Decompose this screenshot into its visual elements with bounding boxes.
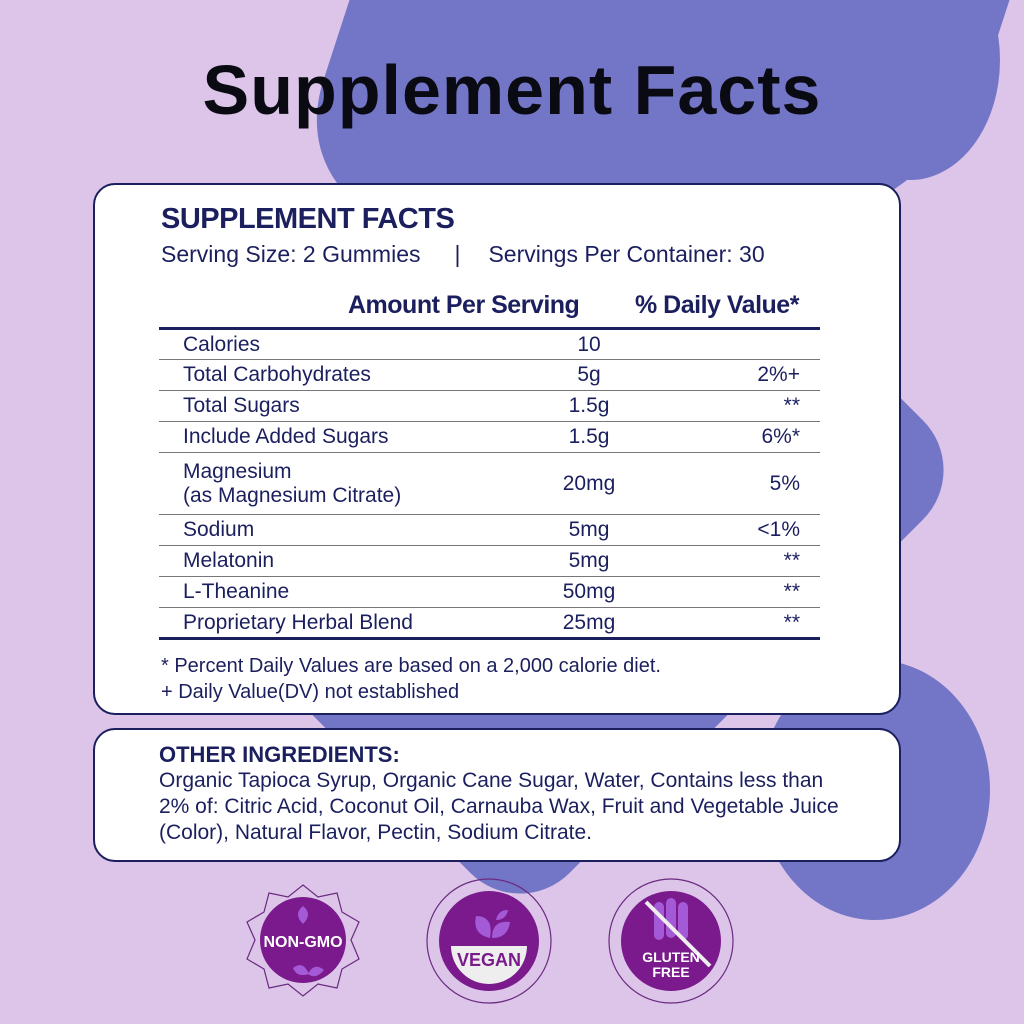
- table-row: Sodium 5mg <1%: [159, 514, 820, 546]
- vegan-badge: VEGAN: [426, 878, 552, 1004]
- nutrient-sub: (as Magnesium Citrate): [183, 483, 402, 507]
- table-row: Calories 10: [159, 328, 820, 360]
- non-gmo-badge: NON-GMO: [246, 884, 360, 997]
- serving-info: Serving Size: 2 Gummies | Servings Per C…: [161, 241, 765, 268]
- badge-label: NON-GMO: [263, 934, 342, 951]
- nutrient-name: Proprietary Herbal Blend: [159, 608, 499, 639]
- amount: 10: [499, 328, 679, 360]
- other-ingredients-heading: OTHER INGREDIENTS:: [159, 742, 400, 767]
- amount: 5g: [499, 359, 679, 391]
- daily-value: [679, 328, 820, 360]
- daily-value: 5%: [679, 452, 820, 515]
- footnote: * Percent Daily Values are based on a 2,…: [161, 655, 661, 677]
- leaf-icon: [475, 910, 510, 938]
- nutrient-label: Magnesium: [183, 459, 292, 483]
- amount: 5mg: [499, 545, 679, 577]
- table-row: Total Carbohydrates 5g 2%+: [159, 359, 820, 391]
- nutrient-name: L-Theanine: [159, 576, 499, 608]
- wheat-crossed-icon: [654, 898, 688, 940]
- nutrient-label: Total Sugars: [183, 394, 300, 417]
- badge-label: GLUTEN: [642, 949, 700, 965]
- facts-table: Calories 10 Total Carbohydrates 5g 2%+ Total …: [159, 327, 820, 640]
- leaf-icon: [293, 965, 324, 977]
- table-row: Proprietary Herbal Blend 25mg **: [159, 608, 820, 639]
- supplement-facts-panel: SUPPLEMENT FACTS Serving Size: 2 Gummies…: [93, 183, 901, 715]
- nutrient-label: Proprietary Herbal Blend: [183, 610, 413, 634]
- nutrient-name: Magnesium (as Magnesium Citrate): [159, 452, 499, 515]
- amount: 50mg: [499, 576, 679, 608]
- amount: 20mg: [499, 452, 679, 515]
- serving-size: Serving Size: 2 Gummies: [161, 241, 421, 267]
- table-row: L-Theanine 50mg **: [159, 576, 820, 608]
- table-row: Include Added Sugars 1.5g 6%*: [159, 421, 820, 453]
- badge-star-outline: [246, 884, 360, 997]
- nutrient-label: Calories: [183, 332, 261, 356]
- page-title: Supplement Facts: [202, 51, 822, 129]
- other-ingredients-panel: OTHER INGREDIENTS: Organic Tapioca Syrup…: [93, 728, 901, 862]
- separator: |: [454, 241, 461, 267]
- nutrient-name: Total Sugars: [159, 390, 499, 422]
- amount: 25mg: [562, 610, 616, 634]
- badge-label: FREE: [652, 964, 689, 980]
- nutrient-name: Sodium: [159, 514, 499, 546]
- table-row: Magnesium (as Magnesium Citrate) 20mg 5%: [159, 452, 820, 515]
- nutrient-name: Calories: [159, 328, 499, 360]
- daily-value: 2%+: [679, 359, 820, 391]
- panel-heading: SUPPLEMENT FACTS: [161, 203, 455, 235]
- table-row: Total Sugars 1.5g **: [159, 390, 820, 422]
- amount: 5mg: [499, 514, 679, 546]
- daily-value: **: [679, 545, 820, 577]
- daily-value: **: [783, 610, 800, 634]
- nutrient-label: Include Added Sugars: [183, 425, 389, 448]
- amount: 1.5g: [499, 421, 679, 453]
- col-dv-header: % Daily Value*: [635, 291, 799, 319]
- other-ingredients-text: Organic Tapioca Syrup, Organic Cane Suga…: [159, 769, 839, 844]
- nutrient-label: Total Carbohydrates: [183, 363, 371, 386]
- col-amount-header: Amount Per Serving: [348, 291, 580, 319]
- daily-value: <1%: [679, 514, 820, 546]
- nutrient-label: L-Theanine: [183, 580, 290, 603]
- table-row: Melatonin 5mg **: [159, 545, 820, 577]
- footnote: + Daily Value(DV) not established: [161, 681, 460, 703]
- gluten-free-badge: GLUTEN FREE: [608, 878, 734, 1004]
- nutrient-name: Melatonin: [159, 545, 499, 577]
- daily-value: **: [679, 576, 820, 608]
- nutrient-name: Include Added Sugars: [159, 421, 499, 453]
- leaf-icon: [298, 906, 308, 924]
- nutrient-label: Sodium: [183, 518, 255, 541]
- amount: 1.5g: [499, 390, 679, 422]
- daily-value: 6%*: [679, 421, 820, 453]
- nutrient-name: Total Carbohydrates: [159, 359, 499, 391]
- servings-per-container: Servings Per Container: 30: [488, 241, 765, 267]
- daily-value: **: [679, 390, 820, 422]
- badge-label: VEGAN: [457, 950, 521, 970]
- nutrient-label: Melatonin: [183, 549, 275, 572]
